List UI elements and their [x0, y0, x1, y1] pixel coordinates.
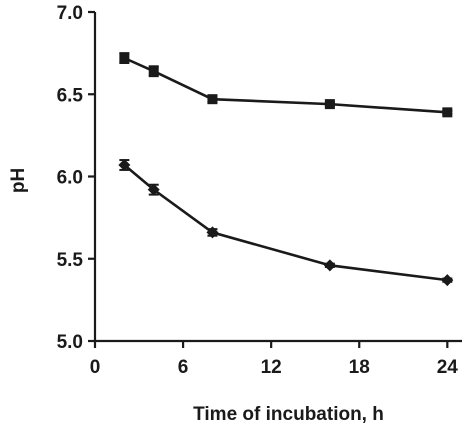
series-2 [118, 158, 454, 287]
x-axis-title: Time of incubation, h [193, 404, 384, 425]
y-axis-title: pH [8, 168, 29, 193]
data-point-diamond [118, 158, 131, 171]
data-point-square [442, 107, 453, 118]
data-point-diamond [147, 183, 160, 196]
y-tick-label: 6.0 [57, 168, 83, 189]
y-tick-label: 6.5 [57, 85, 84, 106]
x-tick-label: 24 [437, 357, 459, 378]
data-point-square [324, 99, 335, 110]
y-tick-label: 5.5 [57, 250, 84, 271]
x-tick-label: 18 [349, 357, 370, 378]
series-1 [119, 52, 453, 118]
series-layer [118, 52, 454, 287]
x-tick-label: 12 [261, 357, 282, 378]
data-point-square [119, 53, 130, 64]
data-point-diamond [206, 226, 219, 239]
data-point-diamond [441, 274, 454, 287]
series-line [123, 56, 448, 114]
data-point-square [207, 94, 218, 105]
series-line [123, 163, 448, 282]
data-point-diamond [323, 259, 336, 272]
x-tick-label: 6 [178, 357, 189, 378]
data-point-square [148, 66, 159, 77]
x-tick-label: 0 [90, 357, 101, 378]
y-tick-label: 7.0 [57, 3, 83, 24]
axes: 5.0 5.5 6.0 6.5 7.0 0 6 12 18 24 [57, 3, 462, 378]
y-tick-label: 5.0 [57, 332, 83, 353]
